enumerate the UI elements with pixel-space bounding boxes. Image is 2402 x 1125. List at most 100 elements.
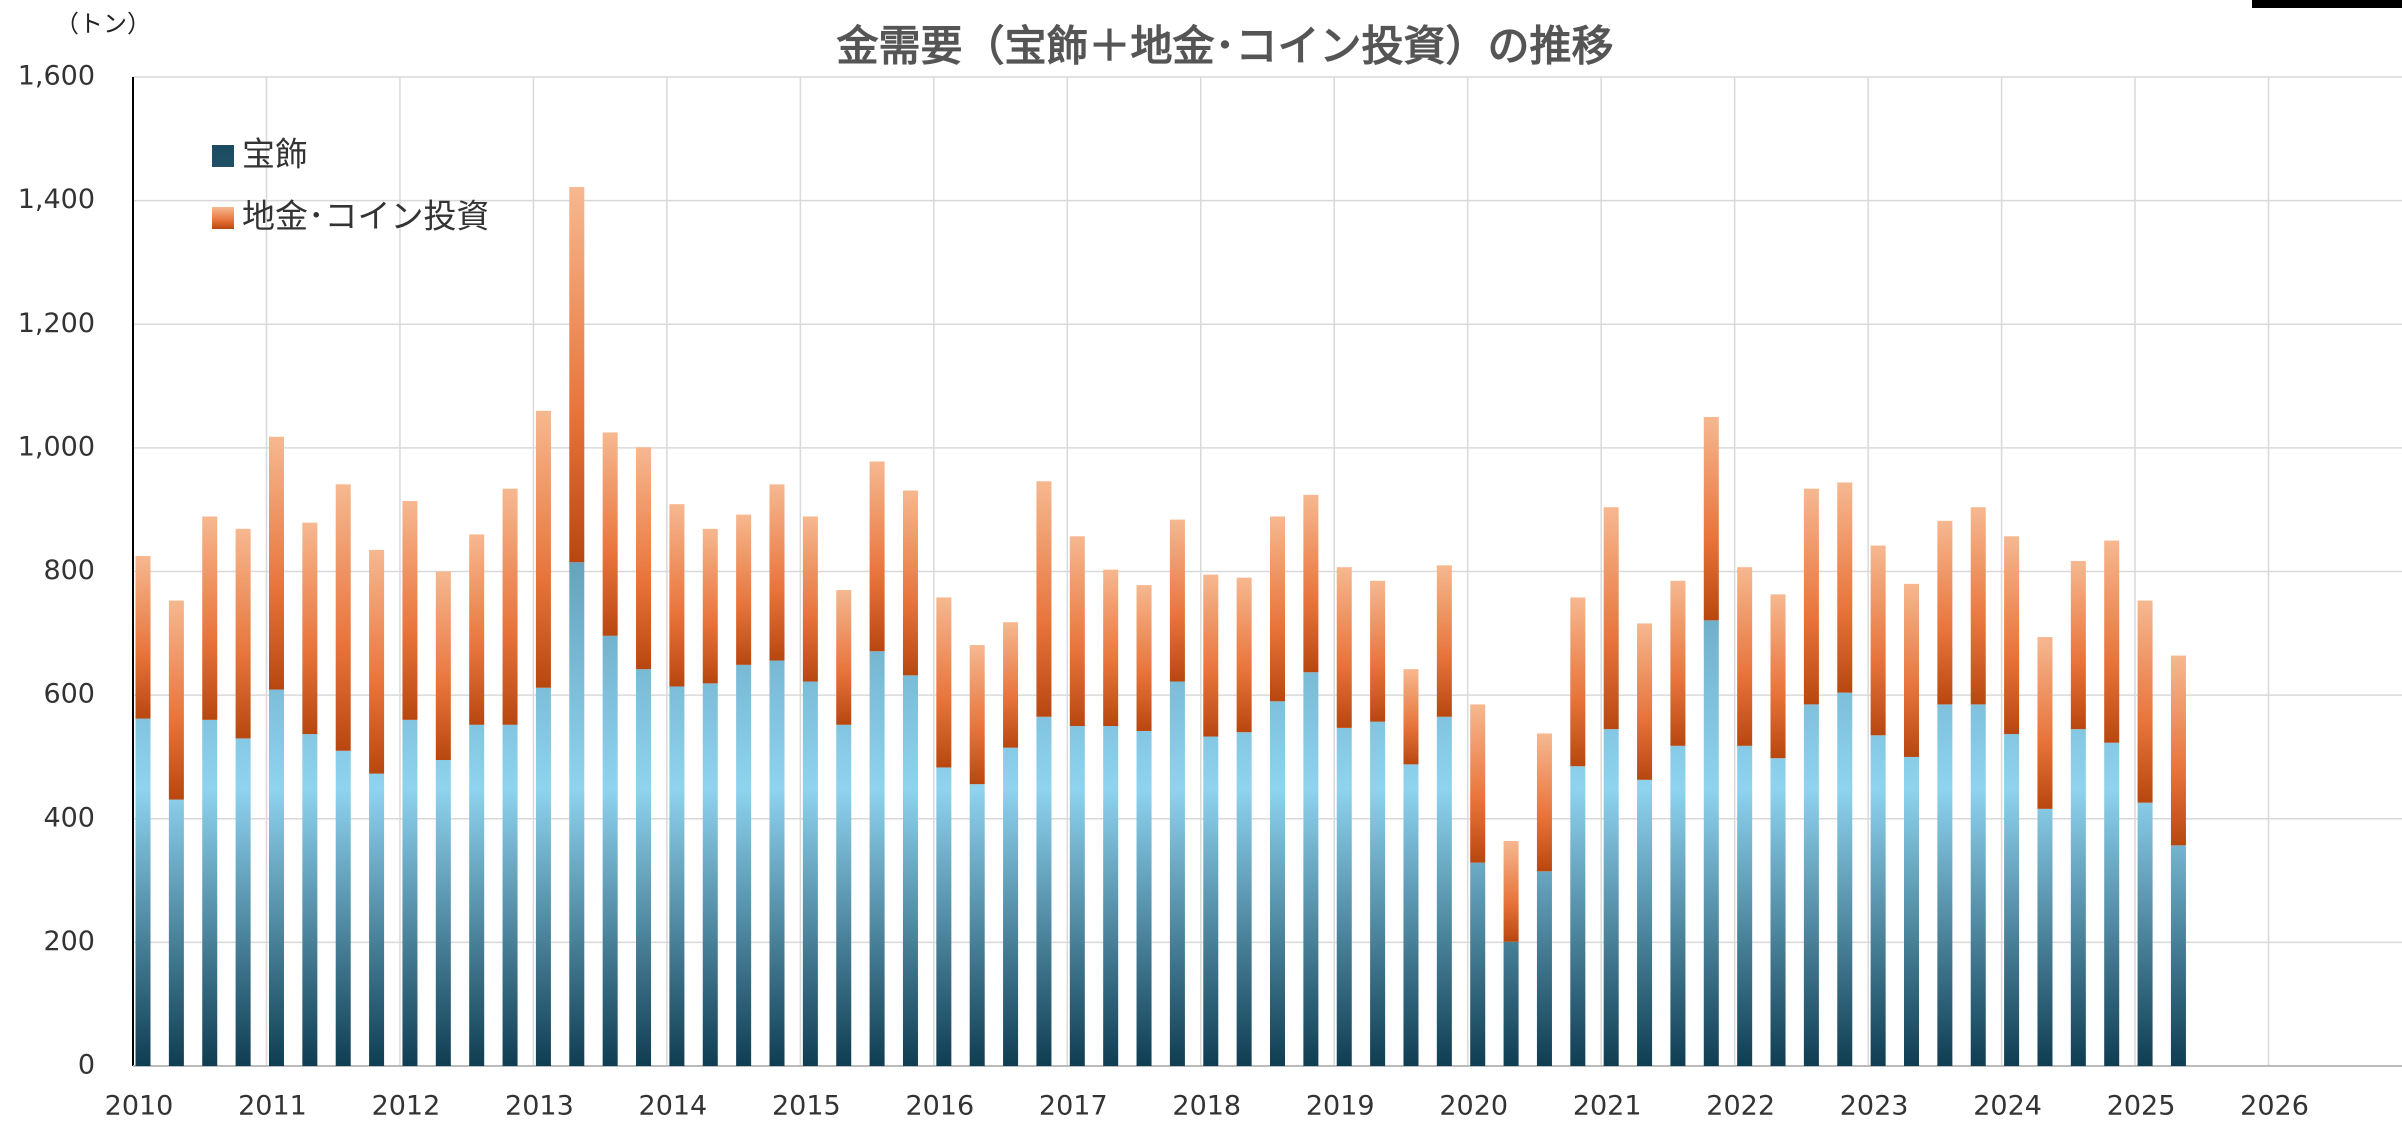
- bar-segment: [802, 681, 818, 1066]
- bar-segment: [1436, 565, 1452, 717]
- bar-segment: [1370, 580, 1386, 722]
- bar-segment: [1770, 594, 1786, 759]
- y-tick-label: 800: [43, 555, 95, 586]
- x-tick-label: 2014: [639, 1091, 708, 1122]
- bar-segment: [2137, 802, 2153, 1066]
- bar-segment: [869, 651, 885, 1066]
- bar-segment: [1970, 704, 1986, 1066]
- bar-segment: [936, 767, 952, 1066]
- bar-segment: [469, 534, 485, 725]
- y-unit: （トン）: [55, 10, 151, 38]
- x-tick-label: 2022: [1706, 1091, 1775, 1122]
- x-tick-label: 2020: [1439, 1091, 1508, 1122]
- bar-segment: [769, 484, 785, 661]
- x-tick-label: 2017: [1039, 1091, 1108, 1122]
- bar-segment: [1637, 623, 1653, 780]
- x-tick-label: 2013: [505, 1091, 574, 1122]
- bar-segment: [2004, 536, 2020, 735]
- bar-segment: [2104, 540, 2120, 743]
- y-tick-label: 1,600: [18, 61, 95, 92]
- bar-segment: [1103, 569, 1119, 727]
- bar-segment: [369, 773, 385, 1066]
- bar-segment: [268, 689, 284, 1066]
- y-tick-label: 1,200: [18, 308, 95, 339]
- bar-segment: [902, 675, 918, 1066]
- bar-segment: [1336, 727, 1352, 1066]
- x-tick-label: 2011: [238, 1091, 307, 1122]
- x-tick-label: 2024: [1973, 1091, 2042, 1122]
- bar-segment: [135, 718, 151, 1066]
- bar-segment: [1870, 545, 1886, 736]
- bar-segment: [1603, 507, 1619, 730]
- x-tick-label: 2012: [372, 1091, 441, 1122]
- y-tick-label: 200: [43, 926, 95, 957]
- bar-segment: [1903, 583, 1920, 757]
- bar-segment: [1303, 672, 1319, 1066]
- x-tick-label: 2023: [1840, 1091, 1909, 1122]
- bar-segment: [2170, 655, 2186, 846]
- bar-segment: [1270, 701, 1286, 1066]
- x-tick-label: 2016: [905, 1091, 974, 1122]
- bar-segment: [1169, 681, 1185, 1066]
- bar-segment: [1036, 716, 1052, 1066]
- legend-swatch: [212, 207, 234, 229]
- bar-segment: [369, 549, 385, 774]
- bar-segment: [736, 664, 752, 1066]
- bar-segment: [636, 669, 652, 1066]
- x-tick-label: 2019: [1306, 1091, 1375, 1122]
- bar-segment: [1336, 567, 1352, 728]
- bar-segment: [1837, 692, 1853, 1066]
- bar-segment: [769, 660, 785, 1066]
- bar-segment: [335, 484, 351, 751]
- y-tick-label: 600: [43, 679, 95, 710]
- bar-segment: [1870, 735, 1886, 1066]
- corner-bar: [2252, 0, 2402, 8]
- bar-segment: [1436, 716, 1452, 1066]
- bar-segment: [1470, 862, 1486, 1066]
- bar-segment: [302, 522, 318, 735]
- bar-segment: [502, 724, 518, 1066]
- bar-segment: [602, 635, 618, 1066]
- bar-segment: [836, 724, 852, 1066]
- bar-segment: [1236, 577, 1252, 733]
- bar-segment: [168, 799, 184, 1066]
- bar-segment: [135, 556, 151, 719]
- bar-segment: [268, 436, 284, 690]
- bar-segment: [936, 597, 952, 768]
- bar-segment: [2004, 734, 2020, 1066]
- x-tick-label: 2018: [1172, 1091, 1241, 1122]
- bar-segment: [335, 750, 351, 1066]
- bar-segment: [1036, 481, 1052, 717]
- bar-segment: [1937, 704, 1953, 1066]
- bar-segment: [1703, 620, 1719, 1066]
- bar-segment: [1069, 726, 1085, 1066]
- bar-segment: [669, 504, 685, 687]
- bar-segment: [569, 187, 585, 563]
- bar-segment: [636, 447, 652, 670]
- bar-segment: [1837, 482, 1853, 693]
- bar-segment: [502, 488, 518, 725]
- x-tick-label: 2021: [1573, 1091, 1642, 1122]
- bar-segment: [1236, 732, 1252, 1066]
- bar-segment: [1403, 669, 1419, 765]
- bar-segment: [1069, 536, 1085, 727]
- bar-segment: [1270, 516, 1286, 702]
- bar-segment: [1770, 758, 1786, 1066]
- bar-segment: [202, 516, 218, 720]
- bar-segment: [1536, 733, 1552, 872]
- bar-segment: [1003, 747, 1019, 1066]
- bar-segment: [2070, 560, 2086, 730]
- bar-segment: [1203, 574, 1219, 737]
- chart-title: 金需要（宝飾＋地金･コイン投資）の推移: [835, 22, 1613, 71]
- bar-segment: [1737, 745, 1753, 1066]
- bar-segment: [1169, 519, 1185, 682]
- bar-segment: [469, 724, 485, 1066]
- bar-segment: [1637, 779, 1653, 1066]
- bar-segment: [2170, 845, 2186, 1066]
- bar-segment: [2137, 600, 2153, 803]
- bar-segment: [869, 461, 885, 652]
- bar-segment: [1503, 841, 1519, 942]
- bar-segment: [1803, 704, 1819, 1066]
- bar-segment: [235, 738, 251, 1066]
- bar-segment: [2104, 742, 2120, 1066]
